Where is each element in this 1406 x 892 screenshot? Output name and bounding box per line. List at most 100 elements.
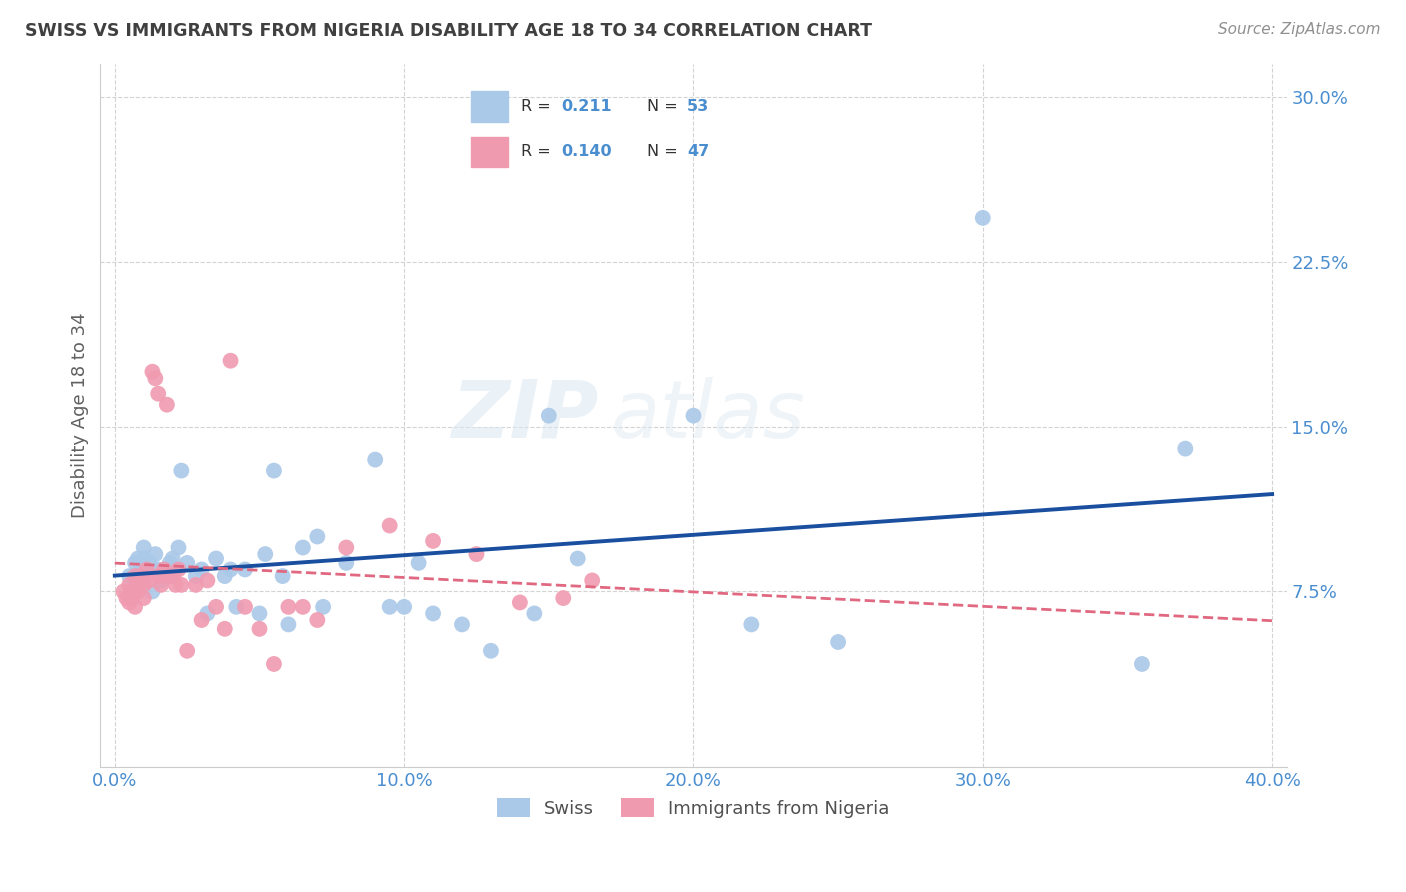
Point [153, 562, 176, 576]
Point [205, 551, 228, 566]
Point [219, 353, 242, 368]
Point [162, 551, 184, 566]
Point [364, 452, 387, 467]
Point [118, 569, 141, 583]
Point [148, 386, 170, 401]
Point [214, 622, 236, 636]
Point [112, 584, 135, 599]
Point [184, 578, 207, 592]
Point [170, 578, 193, 592]
Point [335, 556, 357, 570]
Point [233, 562, 256, 576]
Point [115, 591, 138, 605]
Point [121, 584, 143, 599]
Point [972, 211, 994, 225]
Point [176, 644, 198, 658]
Point [465, 547, 488, 561]
Point [121, 591, 143, 605]
Text: atlas: atlas [610, 376, 806, 455]
Point [233, 599, 256, 614]
Point [479, 644, 502, 658]
Point [127, 584, 149, 599]
Point [148, 562, 170, 576]
Point [254, 547, 277, 561]
Point [132, 578, 155, 592]
Point [143, 371, 166, 385]
Point [291, 599, 314, 614]
Point [392, 599, 415, 614]
Point [176, 556, 198, 570]
Point [118, 578, 141, 592]
Point [165, 578, 187, 592]
Point [190, 613, 212, 627]
Point [127, 578, 149, 592]
Point [225, 599, 247, 614]
Point [156, 398, 179, 412]
Point [451, 617, 474, 632]
Point [167, 541, 190, 555]
Point [132, 551, 155, 566]
Point [159, 556, 181, 570]
Point [378, 599, 401, 614]
Point [263, 657, 285, 671]
Point [118, 595, 141, 609]
Point [277, 617, 299, 632]
Point [422, 533, 444, 548]
Text: ZIP: ZIP [451, 376, 599, 455]
Point [537, 409, 560, 423]
Point [249, 622, 271, 636]
Point [214, 569, 236, 583]
Point [197, 574, 219, 588]
Point [162, 569, 184, 583]
Point [1174, 442, 1197, 456]
Point [408, 556, 430, 570]
Point [132, 541, 155, 555]
Point [740, 617, 762, 632]
Point [153, 562, 176, 576]
Point [170, 464, 193, 478]
Point [312, 599, 335, 614]
Point [124, 556, 146, 570]
Point [249, 607, 271, 621]
Point [124, 569, 146, 583]
Point [553, 591, 575, 605]
Point [378, 518, 401, 533]
Y-axis label: Disability Age 18 to 34: Disability Age 18 to 34 [72, 313, 89, 518]
Point [135, 562, 157, 576]
Point [567, 551, 589, 566]
Point [271, 569, 294, 583]
Point [141, 584, 163, 599]
Point [335, 541, 357, 555]
Point [1130, 657, 1153, 671]
Point [124, 599, 146, 614]
Point [150, 578, 173, 592]
Point [148, 569, 170, 583]
Point [197, 607, 219, 621]
Point [219, 562, 242, 576]
Text: Source: ZipAtlas.com: Source: ZipAtlas.com [1218, 22, 1381, 37]
Point [156, 569, 179, 583]
Point [277, 599, 299, 614]
Point [307, 613, 329, 627]
Point [291, 541, 314, 555]
Point [150, 574, 173, 588]
Point [422, 607, 444, 621]
Point [132, 591, 155, 605]
Point [141, 365, 163, 379]
Point [129, 569, 152, 583]
Point [138, 556, 160, 570]
Point [127, 551, 149, 566]
Point [143, 547, 166, 561]
Point [167, 562, 190, 576]
Point [523, 607, 546, 621]
Point [135, 569, 157, 583]
Point [129, 562, 152, 576]
Point [205, 599, 228, 614]
Text: SWISS VS IMMIGRANTS FROM NIGERIA DISABILITY AGE 18 TO 34 CORRELATION CHART: SWISS VS IMMIGRANTS FROM NIGERIA DISABIL… [25, 22, 872, 40]
Point [184, 569, 207, 583]
Point [156, 569, 179, 583]
Point [682, 409, 704, 423]
Point [581, 574, 603, 588]
Legend: Swiss, Immigrants from Nigeria: Swiss, Immigrants from Nigeria [491, 791, 897, 825]
Point [165, 562, 187, 576]
